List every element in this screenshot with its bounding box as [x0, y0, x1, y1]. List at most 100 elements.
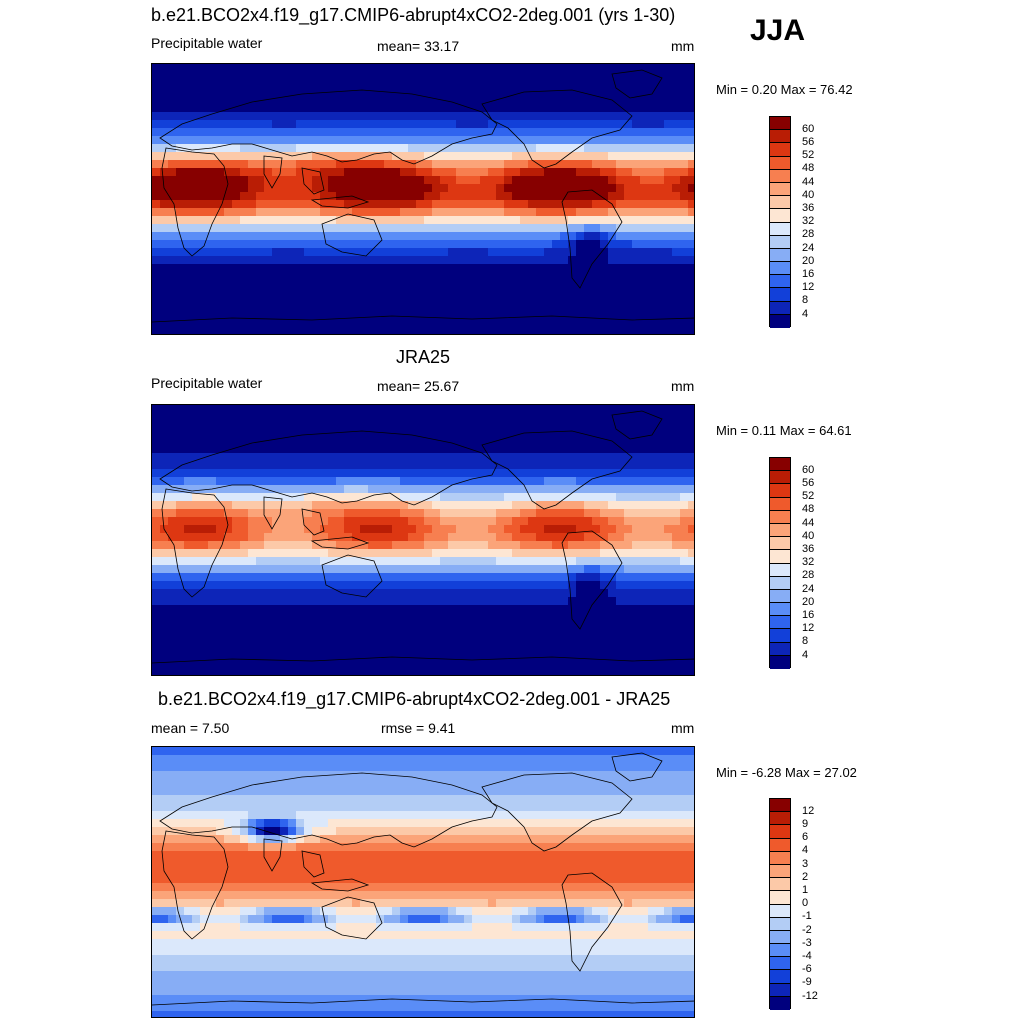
- field-cell: [664, 661, 673, 670]
- field-cell: [256, 493, 265, 502]
- field-cell: [528, 296, 537, 305]
- field-cell: [176, 589, 185, 598]
- field-cell: [280, 104, 289, 113]
- field-cell: [304, 296, 313, 305]
- field-cell: [472, 429, 481, 438]
- field-cell: [472, 304, 481, 313]
- field-cell: [544, 605, 553, 614]
- field-cell: [640, 581, 649, 590]
- field-cell: [488, 264, 497, 273]
- field-cell: [256, 549, 265, 558]
- field-cell: [312, 128, 321, 137]
- field-cell: [512, 421, 521, 430]
- field-cell: [288, 208, 297, 217]
- field-cell: [512, 72, 521, 81]
- field-cell: [272, 112, 281, 121]
- field-cell: [576, 477, 585, 486]
- field-cell: [640, 557, 649, 566]
- field-cell: [440, 429, 449, 438]
- field-cell: [344, 96, 353, 105]
- field-cell: [488, 613, 497, 622]
- field-cell: [456, 96, 465, 105]
- panel-2-variable-label: Precipitable water: [151, 375, 263, 391]
- field-cell: [384, 613, 393, 622]
- field-cell: [656, 272, 665, 281]
- field-cell: [376, 429, 385, 438]
- field-cell: [536, 453, 545, 462]
- field-cell: [216, 72, 225, 81]
- field-cell: [400, 605, 409, 614]
- field-cell: [648, 72, 657, 81]
- field-cell: [280, 493, 289, 502]
- field-cell: [384, 272, 393, 281]
- field-cell: [400, 296, 409, 305]
- field-cell: [520, 405, 529, 414]
- field-cell: [344, 296, 353, 305]
- field-cell: [640, 747, 649, 756]
- field-cell: [400, 80, 409, 89]
- field-cell: [336, 669, 345, 675]
- field-cell: [216, 517, 225, 526]
- field-cell: [336, 120, 345, 129]
- field-cell: [456, 224, 465, 233]
- panel-3-title: b.e21.BCO2x4.f19_g17.CMIP6-abrupt4xCO2-2…: [158, 689, 671, 709]
- field-cell: [352, 509, 361, 518]
- field-cell: [448, 304, 457, 313]
- field-cell: [624, 328, 633, 334]
- field-cell: [352, 493, 361, 502]
- field-cell: [320, 747, 329, 756]
- field-cell: [456, 653, 465, 662]
- field-cell: [600, 565, 609, 574]
- field-cell: [376, 80, 385, 89]
- field-cell: [496, 549, 505, 558]
- field-cell: [184, 288, 193, 297]
- field-cell: [560, 613, 569, 622]
- colorbar-box: [770, 182, 790, 197]
- field-cell: [200, 605, 209, 614]
- field-cell: [312, 280, 321, 289]
- field-cell: [424, 168, 433, 177]
- field-cell: [624, 755, 633, 764]
- field-cell: [336, 208, 345, 217]
- field-cell: [184, 613, 193, 622]
- field-cell: [384, 541, 393, 550]
- field-cell: [360, 557, 369, 566]
- field-cell: [216, 312, 225, 321]
- field-cell: [176, 469, 185, 478]
- field-cell: [544, 280, 553, 289]
- field-cell: [568, 645, 577, 654]
- field-cell: [176, 152, 185, 161]
- field-cell: [304, 200, 313, 209]
- colorbar-box: [770, 130, 790, 144]
- field-cell: [600, 669, 609, 675]
- field-cell: [248, 136, 257, 145]
- field-cell: [360, 637, 369, 646]
- field-cell: [440, 629, 449, 638]
- field-cell: [536, 669, 545, 675]
- field-cell: [304, 192, 313, 201]
- field-cell: [576, 216, 585, 225]
- field-cell: [496, 421, 505, 430]
- field-cell: [424, 208, 433, 217]
- field-cell: [520, 581, 529, 590]
- field-cell: [168, 80, 177, 89]
- field-cell: [544, 589, 553, 598]
- field-cell: [568, 160, 577, 169]
- field-cell: [568, 469, 577, 478]
- field-cell: [512, 144, 521, 153]
- field-cell: [384, 304, 393, 313]
- field-cell: [288, 272, 297, 281]
- field-cell: [672, 224, 681, 233]
- field-cell: [600, 208, 609, 217]
- field-plot: [152, 747, 694, 1017]
- field-cell: [544, 747, 553, 756]
- field-cell: [592, 184, 601, 193]
- field-cell: [672, 637, 681, 646]
- field-cell: [568, 461, 577, 470]
- panel-2-map: [151, 404, 695, 676]
- field-cell: [680, 453, 689, 462]
- field-cell: [520, 64, 529, 73]
- field-cell: [352, 669, 361, 675]
- field-cell: [448, 128, 457, 137]
- field-cell: [176, 405, 185, 414]
